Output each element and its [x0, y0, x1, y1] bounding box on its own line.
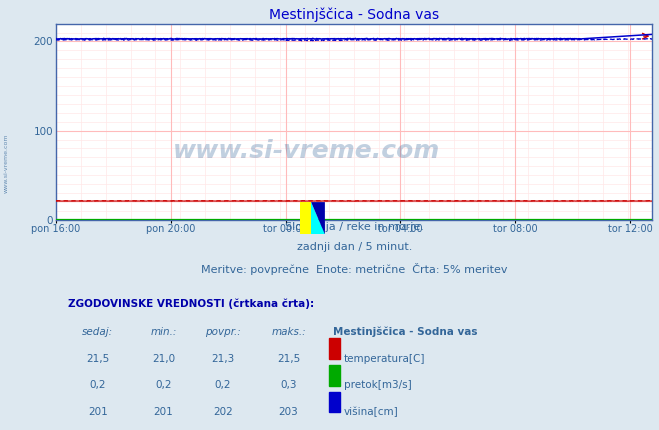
Polygon shape: [311, 202, 325, 234]
Text: 201: 201: [154, 407, 173, 417]
Bar: [329, 338, 341, 359]
Text: 21,3: 21,3: [212, 353, 235, 364]
Text: povpr.:: povpr.:: [205, 327, 241, 337]
Text: 202: 202: [213, 407, 233, 417]
Text: Slovenija / reke in morje.: Slovenija / reke in morje.: [285, 222, 424, 232]
Text: min.:: min.:: [150, 327, 177, 337]
Text: 21,5: 21,5: [86, 353, 109, 364]
Bar: [329, 392, 341, 412]
Text: Mestinjščica - Sodna vas: Mestinjščica - Sodna vas: [333, 327, 478, 338]
Text: Meritve: povprečne  Enote: metrične  Črta: 5% meritev: Meritve: povprečne Enote: metrične Črta:…: [201, 263, 507, 275]
Text: 21,0: 21,0: [152, 353, 175, 364]
Text: temperatura[C]: temperatura[C]: [344, 353, 426, 364]
Text: 203: 203: [279, 407, 299, 417]
Bar: [329, 365, 341, 386]
Text: pretok[m3/s]: pretok[m3/s]: [344, 381, 412, 390]
Text: www.si-vreme.com: www.si-vreme.com: [173, 139, 440, 163]
Text: maks.:: maks.:: [272, 327, 306, 337]
Text: 0,2: 0,2: [90, 381, 106, 390]
Text: 0,2: 0,2: [215, 381, 231, 390]
Text: 0,2: 0,2: [155, 381, 171, 390]
Text: zadnji dan / 5 minut.: zadnji dan / 5 minut.: [297, 243, 412, 252]
Text: 201: 201: [88, 407, 107, 417]
Text: 0,3: 0,3: [280, 381, 297, 390]
Text: ZGODOVINSKE VREDNOSTI (črtkana črta):: ZGODOVINSKE VREDNOSTI (črtkana črta):: [68, 298, 314, 308]
Text: www.si-vreme.com: www.si-vreme.com: [4, 134, 9, 193]
Title: Mestinjščica - Sodna vas: Mestinjščica - Sodna vas: [269, 8, 440, 22]
Text: sedaj:: sedaj:: [82, 327, 113, 337]
Polygon shape: [311, 202, 325, 234]
Text: višina[cm]: višina[cm]: [344, 407, 399, 418]
Text: 21,5: 21,5: [277, 353, 301, 364]
Polygon shape: [300, 202, 311, 234]
